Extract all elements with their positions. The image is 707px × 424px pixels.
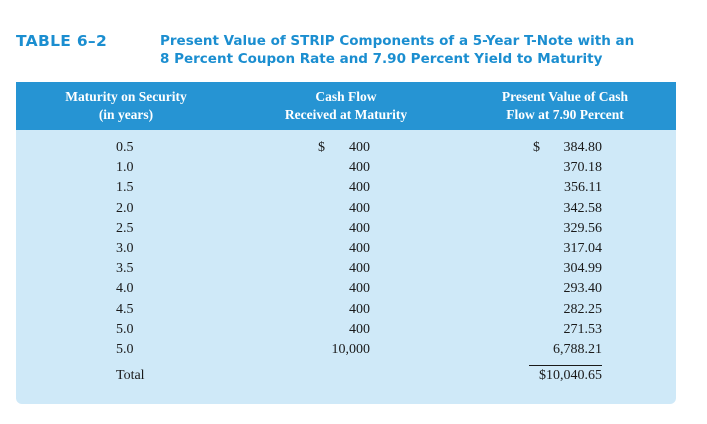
column-header-present-value: Present Value of Cash Flow at 7.90 Perce…: [472, 88, 658, 124]
present-value-cell: 317.04: [563, 241, 603, 256]
maturity-cell: 3.5: [116, 261, 134, 277]
cash-flow-currency-symbol: $: [318, 140, 325, 155]
table-panel: Maturity on Security (in years) Cash Flo…: [16, 82, 676, 404]
table-title-line-2: 8 Percent Coupon Rate and 7.90 Percent Y…: [160, 51, 603, 67]
table-header: Maturity on Security (in years) Cash Flo…: [16, 82, 676, 130]
cash-flow-cell: 400: [349, 140, 370, 155]
present-value-cell: 271.53: [563, 321, 603, 337]
column-header-cash-flow-line-2: Received at Maturity: [284, 107, 408, 122]
cash-flow-cell: 400: [349, 180, 370, 196]
maturity-cell: 1.5: [116, 180, 134, 196]
table-row: 3.5 400 304.99: [16, 259, 676, 279]
table-row: 5.0 400 271.53: [16, 320, 676, 340]
maturity-cell: 2.5: [116, 220, 134, 236]
table-row: 2.5 400 329.56: [16, 219, 676, 239]
table-title-line-1: Present Value of STRIP Components of a 5…: [160, 33, 635, 49]
table-row: 3.0 400 317.04: [16, 239, 676, 259]
present-value-cell: 329.56: [563, 220, 603, 236]
present-value-cell: 384.80: [563, 140, 603, 155]
table-row: 1.5 400 356.11: [16, 178, 676, 198]
cash-flow-cell: 400: [349, 160, 370, 176]
present-value-cell: 356.11: [564, 180, 602, 196]
maturity-cell: 4.0: [116, 281, 134, 297]
maturity-cell: 3.0: [116, 241, 134, 256]
column-header-cash-flow: Cash Flow Received at Maturity: [256, 88, 436, 124]
table-row: 4.5 400 282.25: [16, 300, 676, 320]
total-label: Total: [116, 368, 145, 383]
total-rule: [529, 365, 602, 366]
maturity-cell: 1.0: [116, 160, 134, 176]
column-header-maturity: Maturity on Security (in years): [36, 88, 216, 124]
table-label: TABLE 6–2: [16, 32, 108, 50]
table-row: 2.0 400 342.58: [16, 199, 676, 219]
table-row: 0.5 $400 $384.80: [16, 138, 676, 158]
present-value-cell: 342.58: [563, 200, 603, 216]
column-header-maturity-line-2: (in years): [98, 107, 154, 122]
cash-flow-cell: 400: [349, 261, 370, 277]
present-value-cell: 293.40: [563, 281, 603, 297]
maturity-cell: 0.5: [116, 140, 134, 155]
present-value-cell: 304.99: [563, 261, 603, 277]
present-value-cell: 6,788.21: [553, 342, 602, 357]
total-present-value: $10,040.65: [539, 368, 602, 383]
cash-flow-cell: 400: [349, 301, 370, 317]
present-value-cell: 282.25: [563, 301, 603, 317]
cash-flow-cell: 10,000: [331, 342, 371, 357]
cash-flow-cell: 400: [349, 321, 370, 337]
cash-flow-cell: 400: [349, 281, 370, 297]
cash-flow-cell: 400: [349, 200, 370, 216]
present-value-cell: 370.18: [563, 160, 603, 176]
column-header-maturity-line-1: Maturity on Security: [65, 89, 187, 104]
column-header-present-value-line-1: Present Value of Cash: [501, 89, 629, 104]
table-row: 5.0 10,000 6,788.21: [16, 340, 676, 360]
present-value-currency-symbol: $: [533, 140, 540, 155]
total-row: Total $10,040.65: [16, 366, 676, 386]
cash-flow-cell: 400: [349, 241, 370, 256]
maturity-cell: 2.0: [116, 200, 134, 216]
table-row: 1.0 400 370.18: [16, 158, 676, 178]
column-header-cash-flow-line-1: Cash Flow: [315, 89, 377, 104]
cash-flow-cell: 400: [349, 220, 370, 236]
table-row: 4.0 400 293.40: [16, 279, 676, 299]
maturity-cell: 5.0: [116, 321, 134, 337]
maturity-cell: 5.0: [116, 342, 134, 357]
maturity-cell: 4.5: [116, 301, 134, 317]
column-header-present-value-line-2: Flow at 7.90 Percent: [506, 107, 624, 122]
